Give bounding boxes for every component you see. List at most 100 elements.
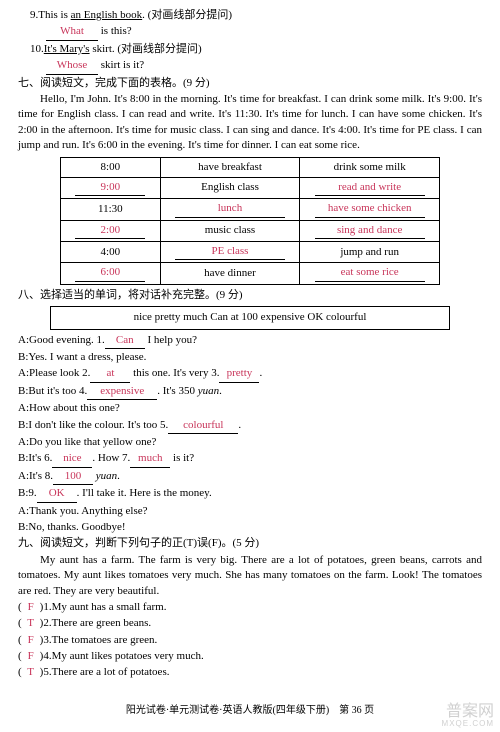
s8-l4: B:But it's too 4.expensive. It's 350 yua… [18, 384, 482, 400]
table-answer: 6:00 [75, 265, 145, 281]
table-cell: music class [160, 220, 300, 241]
s8-l6a: B:I don't like the colour. It's too 5. [18, 419, 168, 431]
q10-line2: Whose skirt is it? [18, 58, 482, 74]
q9-num: 9. [30, 9, 38, 21]
table-row: 8:00have breakfastdrink some milk [61, 157, 440, 177]
word-box: nice pretty much Can at 100 expensive OK… [50, 306, 450, 329]
table-cell: have dinner [160, 263, 300, 284]
tf-item: (T)2.There are green beans. [18, 616, 482, 631]
s8-a1: Can [105, 333, 145, 349]
table-cell: 8:00 [61, 157, 161, 177]
s8-a5: colourful [168, 418, 238, 434]
s8-l4c: . [219, 385, 222, 397]
q10-num: 10. [30, 43, 44, 55]
table-cell: 6:00 [61, 263, 161, 284]
table-cell: jump and run [300, 242, 440, 263]
tf-item: (F)3.The tomatoes are green. [18, 633, 482, 648]
table-cell: PE class [160, 242, 300, 263]
q9-tail: is this? [98, 25, 132, 37]
table-answer: eat some rice [315, 265, 425, 281]
table-row: 4:00 PE class jump and run [61, 242, 440, 263]
wm-b: MXQE.COM [442, 720, 494, 728]
schedule-table: 8:00have breakfastdrink some milk 9:00 Eng… [60, 157, 440, 285]
table-cell: have some chicken [300, 199, 440, 220]
q10-ans: Whose [46, 58, 98, 74]
table-answer: 9:00 [75, 180, 145, 196]
s8-l7: A:Do you like that yellow one? [18, 435, 482, 450]
table-answer: PE class [175, 244, 285, 260]
s8-l5: A:How about this one? [18, 401, 482, 416]
s8-a8: 100 [53, 469, 93, 485]
s8-l9: A:It's 8.100 yuan. [18, 469, 482, 485]
s8-l10b: . I'll take it. Here is the money. [77, 487, 212, 499]
tf-answer: T [22, 665, 40, 680]
s8-l12: B:No, thanks. Goodbye! [18, 520, 482, 535]
page-footer: 阳光试卷·单元测试卷·英语人教版(四年级下册) 第 36 页 [0, 704, 500, 718]
table-row: 9:00 English classread and write [61, 177, 440, 198]
table-cell: 2:00 [61, 220, 161, 241]
s8-l10a: B:9. [18, 487, 37, 499]
s8-l4b: . It's 350 [157, 385, 197, 397]
table-cell: have breakfast [160, 157, 300, 177]
s8-l4i: yuan [198, 385, 219, 397]
s8-l3b: this one. It's very 3. [130, 367, 219, 379]
s8-l9c: . [117, 470, 120, 482]
q10-line1: 10.It's Mary's skirt. (对画线部分提问) [18, 42, 482, 57]
table-answer: sing and dance [315, 223, 425, 239]
s7-title: 七、阅读短文，完成下面的表格。(9 分) [18, 76, 482, 91]
table-cell: sing and dance [300, 220, 440, 241]
s8-l2: B:Yes. I want a dress, please. [18, 350, 482, 365]
s8-a4: expensive [87, 384, 157, 400]
s8-l6b: . [238, 419, 241, 431]
table-cell: lunch [160, 199, 300, 220]
q9-textb: . (对画线部分提问) [142, 9, 232, 21]
tf-item: (T)5.There are a lot of potatoes. [18, 665, 482, 680]
q10-textb: skirt. (对画线部分提问) [90, 43, 202, 55]
s8-l3: A:Please look 2.at this one. It's very 3… [18, 366, 482, 382]
s8-a7: much [130, 451, 170, 467]
s8-l8a: B:It's 6. [18, 452, 52, 464]
table-answer: have some chicken [315, 201, 425, 217]
table-cell: eat some rice [300, 263, 440, 284]
table-answer: 2:00 [75, 223, 145, 239]
tf-item: (F)1.My aunt has a small farm. [18, 600, 482, 615]
s8-l9a: A:It's 8. [18, 470, 53, 482]
tf-answer: T [22, 616, 40, 631]
table-cell: read and write [300, 177, 440, 198]
s8-a3: pretty [219, 366, 259, 382]
s8-l9i: yuan [96, 470, 117, 482]
q10-tail: skirt is it? [98, 59, 144, 71]
watermark: 普案网 MXQE.COM [442, 704, 494, 728]
tf-answer: F [22, 600, 40, 615]
s8-a9: OK [37, 486, 77, 502]
s8-a2: at [90, 366, 130, 382]
s8-l10: B:9.OK. I'll take it. Here is the money. [18, 486, 482, 502]
q10-ul: It's Mary's [44, 43, 90, 55]
table-cell: 9:00 [61, 177, 161, 198]
table-row: 6:00 have dinner eat some rice [61, 263, 440, 284]
s8-l1b: I help you? [145, 334, 197, 346]
table-cell: 11:30 [61, 199, 161, 220]
table-cell: English class [160, 177, 300, 198]
table-answer: lunch [175, 201, 285, 217]
q9-line2: What is this? [18, 24, 482, 40]
table-cell: 4:00 [61, 242, 161, 263]
q9-ul: an English book [71, 9, 143, 21]
s9-list: (F)1.My aunt has a small farm.(T)2.There… [18, 600, 482, 681]
s8-l8c: is it? [170, 452, 194, 464]
s8-l8: B:It's 6.nice. How 7.much is it? [18, 451, 482, 467]
table-cell: drink some milk [300, 157, 440, 177]
s8-l3a: A:Please look 2. [18, 367, 90, 379]
s9-title: 九、阅读短文，判断下列句子的正(T)误(F)。(5 分) [18, 536, 482, 551]
s8-a6: nice [52, 451, 92, 467]
s8-l11: A:Thank you. Anything else? [18, 504, 482, 519]
tf-answer: F [22, 649, 40, 664]
q9-texta: This is [38, 9, 70, 21]
s8-l8b: . How 7. [92, 452, 130, 464]
q9-line1: 9.This is an English book. (对画线部分提问) [18, 8, 482, 23]
s8-l1a: A:Good evening. 1. [18, 334, 105, 346]
tf-answer: F [22, 633, 40, 648]
s9-para: My aunt has a farm. The farm is very big… [18, 553, 482, 599]
s8-l6: B:I don't like the colour. It's too 5.co… [18, 418, 482, 434]
s8-l1: A:Good evening. 1.Can I help you? [18, 333, 482, 349]
